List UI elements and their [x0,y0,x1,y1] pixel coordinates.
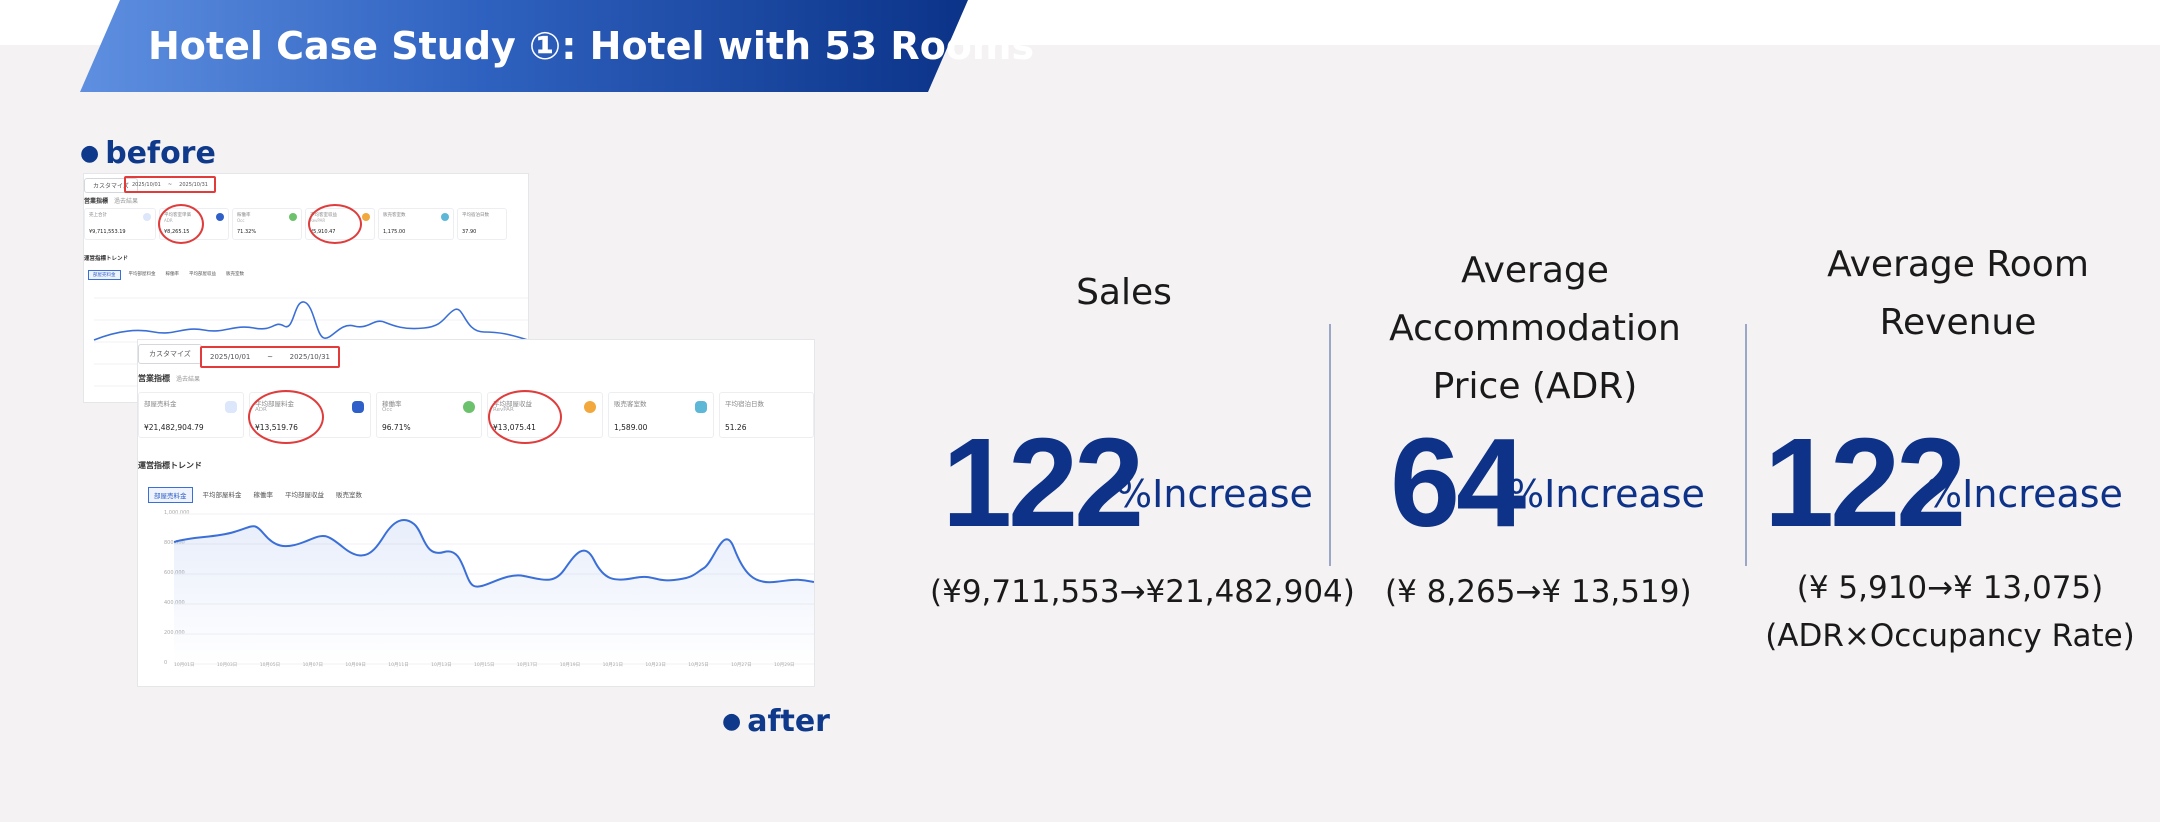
tab-occupancy[interactable]: 稼働率 [165,272,180,277]
title-banner [80,0,968,92]
x-tick-label: 10月09日 [345,663,366,668]
revpar-highlight-circle [308,204,362,244]
adr-highlight-circle [248,390,324,444]
date-range-highlight[interactable]: 2025/10/01 ~ 2025/10/31 [200,346,340,368]
x-tick-label: 10月27日 [731,663,752,668]
revpar-highlight-circle [488,390,562,444]
after-dashboard-screenshot: カスタマイズ 2025/10/01 ~ 2025/10/31 営業指標 過去結果 … [138,340,814,686]
tab-avg-room-price[interactable]: 平均部屋料金 [128,272,156,277]
trend-section-title: 運営指標トレンド [138,461,202,470]
tab-rooms-sold[interactable]: 販売室数 [336,491,362,499]
x-tick-label: 10月23日 [645,663,666,668]
before-label: ● before [80,136,216,171]
metric-revpar-formula: (ADR×Occupancy Rate) [1765,618,2135,654]
kpi-section-title: 営業指標 過去結果 [138,374,201,383]
coin-icon [584,401,596,413]
coin-icon [362,213,370,221]
calendar-icon [143,213,151,221]
kpi-card: 販売客室数 1,175.00 [378,208,454,240]
kpi-cards: 部屋売料金 ¥21,482,904.79 平均部屋料金 ADR ¥13,519.… [138,392,814,438]
tab-avg-room-price[interactable]: 平均部屋料金 [202,491,242,499]
calendar-icon [225,401,237,413]
trend-section-title: 運営指標トレンド [84,256,129,262]
adr-highlight-circle [158,204,204,244]
before-trend-line [93,301,528,341]
hotel-icon [695,401,707,413]
tab-revpar[interactable]: 平均部屋収益 [189,272,216,277]
kpi-card: 稼働率 Occ 96.71% [376,392,482,438]
building-icon [352,401,364,413]
metric-adr-detail: (¥ 8,265→¥ 13,519) [1385,574,1692,610]
x-tick-label: 10月19日 [559,663,581,668]
metric-revpar-title: Average Room Revenue [1827,244,2089,343]
x-tick-label: 10月07日 [302,663,324,668]
metric-divider [1329,324,1331,566]
metric-adr-title: Average Accommodation Price (ADR) [1389,250,1681,407]
building-icon [216,213,224,221]
tab-occupancy[interactable]: 稼働率 [253,491,274,499]
kpi-card: 平均宿泊日数 37.90 [457,208,507,240]
slide-title: Hotel Case Study ①: Hotel with 53 Rooms [148,24,1035,68]
metric-adr-increase: %Increase [1508,472,1705,516]
metric-sales-number: 122 [942,412,1144,553]
pie-icon [463,401,475,413]
x-tick-label: 10月11日 [388,663,409,668]
x-tick-label: 10月13日 [431,663,452,668]
kpi-section-title: 営業指標 過去結果 [84,198,139,205]
kpi-card: 稼働率 Occ 71.32% [232,208,302,240]
x-tick-label: 10月25日 [688,663,709,668]
date-range-highlight[interactable]: 2025/10/01 ~ 2025/10/31 [124,176,216,193]
x-tick-label: 10月01日 [174,663,195,668]
y-axis-labels: 1,000,000 800,000 600,000 400,000 200,00… [164,510,190,666]
after-trend-chart [174,513,814,665]
tab-room-sales[interactable]: 部屋売料金 [148,487,193,503]
kpi-cards: 売上合計 ¥9,711,553.19 平均客室単価 ADR ¥8,265.15 … [84,208,507,240]
x-tick-label: 10月15日 [474,663,495,668]
metric-sales-detail: (¥9,711,553→¥21,482,904) [930,574,1355,610]
pie-icon [289,213,297,221]
metric-revpar-number: 122 [1764,412,1966,553]
tab-revpar[interactable]: 平均部屋収益 [285,491,324,499]
metric-sales-increase: %Increase [1116,472,1313,516]
kpi-card: 部屋売料金 ¥21,482,904.79 [138,392,244,438]
metric-sales-title: Sales [1076,272,1172,313]
x-tick-label: 10月05日 [259,663,281,668]
trend-tabs: 部屋売料金 平均部屋料金 稼働率 平均部屋収益 販売室数 [148,487,364,503]
x-tick-label: 10月17日 [516,663,538,668]
after-trend-area [174,520,814,664]
tab-rooms-sold[interactable]: 販売室数 [226,272,244,277]
x-tick-label: 10月21日 [602,663,624,668]
hotel-icon [441,213,449,221]
kpi-card: 売上合計 ¥9,711,553.19 [84,208,156,240]
trend-tabs: 部屋売料金 平均部屋料金 稼働率 平均部屋収益 販売室数 [88,270,246,280]
customize-button[interactable]: カスタマイズ [138,344,202,364]
x-tick-label: 10月03日 [216,663,238,668]
metric-revpar-increase: %Increase [1926,472,2123,516]
after-label: ● after [722,704,830,739]
kpi-card: 平均宿泊日数 51.26 [719,392,814,438]
metric-adr-number: 64 [1390,412,1526,553]
x-tick-label: 10月29日 [774,663,795,668]
metric-divider [1745,324,1747,566]
tab-room-sales[interactable]: 部屋売料金 [88,270,121,280]
kpi-card: 販売客室数 1,589.00 [608,392,714,438]
metric-revpar-detail: (¥ 5,910→¥ 13,075) [1796,570,2104,606]
after-trend-line [174,519,814,588]
x-axis-labels: 10月01日 10月03日 10月05日 10月07日 10月09日 10月11日 10月1… [164,662,804,674]
